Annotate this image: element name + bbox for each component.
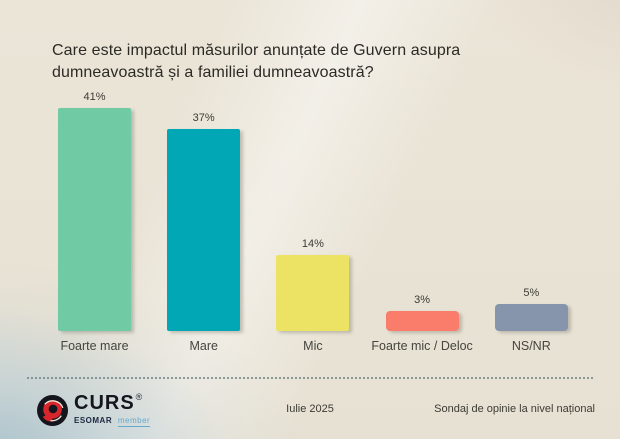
bar-segment: [58, 108, 131, 331]
registered-mark: ®: [135, 392, 143, 402]
survey-date: Iulie 2025: [286, 403, 334, 415]
category-label: Foarte mic / Deloc: [371, 339, 473, 353]
category-label: Mare: [189, 339, 218, 353]
bar-column-4: 3% Foarte mic / Deloc: [368, 90, 477, 353]
bar-value-label: 37%: [192, 112, 215, 124]
bar-segment: [276, 255, 350, 331]
bar-value-label: 41%: [83, 91, 106, 103]
bar-column-1: 41% Foarte mare: [40, 90, 149, 353]
bar-segment: [167, 129, 241, 331]
footer-divider: [27, 377, 593, 379]
category-label: NS/NR: [511, 339, 551, 353]
curs-swirl-icon: [37, 395, 68, 426]
bar-value-label: 5%: [523, 287, 540, 299]
category-label: Mic: [303, 339, 323, 353]
bar-column-2: 37% Mare: [149, 90, 258, 353]
esomar-label: ESOMAR: [74, 416, 113, 425]
bar-segment: [385, 311, 459, 331]
bar-value-label: 3%: [414, 294, 431, 306]
bar-column-5: 5% NS/NR: [477, 90, 586, 353]
category-label: Foarte mare: [60, 339, 129, 353]
bar-chart: 41% Foarte mare 37% Mare 14% Mic 3% Foarte mic …: [40, 90, 586, 353]
member-label: member: [117, 416, 151, 427]
bar-value-label: 14%: [301, 238, 324, 250]
brand-name: CURS: [74, 392, 135, 414]
curs-logo: CURS ® ESOMAR member: [37, 392, 151, 427]
chart-title: Care este impactul măsurilor anunțate de…: [52, 42, 461, 81]
survey-scope-note: Sondaj de opinie la nivel național: [434, 403, 595, 415]
bar-column-3: 14% Mic: [258, 90, 367, 353]
bar-segment: [494, 304, 568, 331]
